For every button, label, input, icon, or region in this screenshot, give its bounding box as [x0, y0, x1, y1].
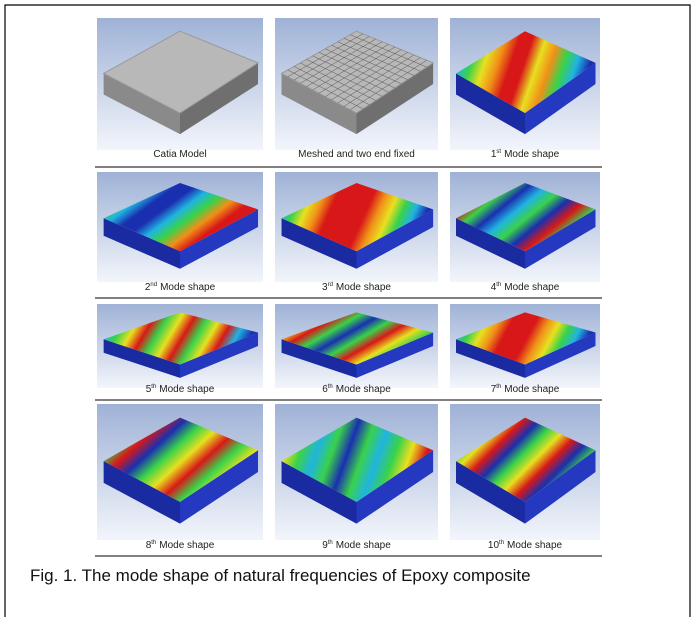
caption-label: Mode shape: [504, 149, 559, 160]
panel-caption: Meshed and two end fixed: [298, 149, 415, 160]
caption-suffix: rd: [328, 282, 333, 288]
caption-label: Mode shape: [507, 540, 562, 551]
caption-suffix: th: [328, 540, 333, 546]
caption-label: Catia Model: [153, 149, 206, 160]
figure-caption: Fig. 1. The mode shape of natural freque…: [30, 566, 531, 585]
caption-suffix: th: [496, 384, 501, 390]
panel-caption: Catia Model: [153, 149, 206, 160]
caption-label: Mode shape: [160, 282, 215, 293]
caption-label: Mode shape: [159, 384, 214, 395]
caption-suffix: th: [151, 540, 156, 546]
caption-suffix: th: [328, 384, 333, 390]
caption-label: Mode shape: [504, 282, 559, 293]
caption-suffix: st: [496, 149, 501, 155]
page: Catia ModelMeshed and two end fixed1stMo…: [0, 0, 696, 617]
caption-suffix: th: [151, 384, 156, 390]
caption-label: Mode shape: [504, 384, 559, 395]
caption-suffix: th: [496, 282, 501, 288]
caption-ordinal: 10: [488, 540, 500, 551]
caption-label: Mode shape: [159, 540, 214, 551]
caption-label: Mode shape: [336, 384, 391, 395]
caption-suffix: nd: [150, 282, 157, 288]
caption-suffix: th: [499, 540, 504, 546]
caption-label: Mode shape: [336, 540, 391, 551]
caption-label: Meshed and two end fixed: [298, 149, 415, 160]
caption-label: Mode shape: [336, 282, 391, 293]
